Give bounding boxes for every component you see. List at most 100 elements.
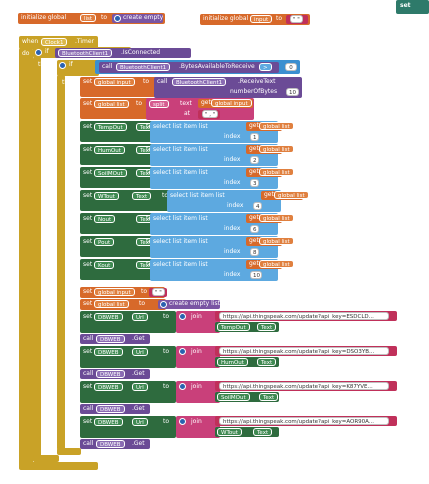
bytes-number[interactable]: 10: [286, 88, 299, 96]
if-block-outer[interactable]: if BluetoothClient1 .IsConnected: [33, 47, 191, 58]
property-dropdown[interactable]: Url: [132, 313, 148, 321]
set-component-text-block[interactable]: setHumOutTextto: [80, 144, 156, 165]
get-var-dropdown[interactable]: global list: [259, 237, 294, 245]
component-dropdown[interactable]: DBWEB: [96, 440, 125, 448]
gear-icon[interactable]: [179, 383, 186, 390]
set-component-text-block[interactable]: setTempOutTextto: [80, 121, 156, 142]
get-list-block[interactable]: get global list: [246, 168, 294, 177]
index-number[interactable]: 4: [253, 202, 262, 210]
reset-input-block[interactable]: set global input to " ": [80, 287, 167, 298]
gear-icon[interactable]: [179, 313, 186, 320]
url-text-literal[interactable]: https://api.thingspeak.com/update?api_ke…: [215, 381, 397, 391]
create-empty-list-block[interactable]: create empty list: [158, 300, 220, 309]
gear-icon[interactable]: [179, 418, 186, 425]
clock-timer-event[interactable]: when Clock1 .Timer: [19, 36, 98, 49]
component-dropdown[interactable]: DBWEB: [96, 370, 125, 378]
operator-dropdown[interactable]: >: [259, 63, 272, 71]
component-dropdown[interactable]: WTout: [217, 428, 242, 436]
get-component-text-block[interactable]: HumOut Text: [215, 357, 279, 367]
get-var-dropdown[interactable]: global list: [274, 191, 309, 199]
var-dropdown[interactable]: global input: [94, 288, 135, 296]
get-component-text-block[interactable]: SoilMOut Text: [215, 392, 279, 402]
init-input-block[interactable]: initialize global input to " ": [200, 14, 310, 25]
text-literal-block[interactable]: " ": [286, 15, 308, 24]
select-list-item-block[interactable]: select list item list get global list index…: [150, 236, 294, 258]
property-dropdown[interactable]: Text: [132, 192, 152, 200]
property-dropdown[interactable]: Text: [257, 358, 277, 366]
url-text-value[interactable]: https://api.thingspeak.com/update?api_ke…: [219, 347, 389, 355]
url-text-literal[interactable]: https://api.thingspeak.com/update?api_ke…: [215, 416, 397, 426]
join-block[interactable]: join: [176, 311, 220, 333]
component-dropdown[interactable]: HumOut: [217, 358, 248, 366]
select-list-item-block[interactable]: select list item list get global list index…: [150, 144, 294, 166]
bt-client-dropdown[interactable]: BluetoothClient1: [116, 63, 171, 71]
bt-client-dropdown[interactable]: BluetoothClient1: [58, 49, 113, 57]
set-component-text-block[interactable]: setKoutTextto: [80, 259, 156, 280]
get-var-dropdown[interactable]: global list: [259, 214, 294, 222]
component-dropdown[interactable]: DBWEB: [94, 383, 123, 391]
property-dropdown[interactable]: Text: [257, 323, 277, 331]
zero-number[interactable]: 0: [285, 63, 297, 71]
var-dropdown[interactable]: global input: [94, 78, 135, 86]
index-number[interactable]: 10: [250, 271, 262, 279]
component-dropdown[interactable]: DBWEB: [96, 335, 125, 343]
component-dropdown[interactable]: HumOut: [94, 146, 125, 154]
index-number[interactable]: 1: [250, 133, 259, 141]
select-list-item-block[interactable]: select list item list get global list index…: [150, 167, 294, 189]
set-url-block[interactable]: set DBWEB Url to: [80, 346, 176, 368]
get-var-dropdown[interactable]: global list: [259, 260, 294, 268]
url-text-literal[interactable]: https://api.thingspeak.com/update?api_ke…: [215, 311, 397, 321]
var-name-field[interactable]: list: [80, 14, 97, 22]
get-var-dropdown[interactable]: global list: [259, 122, 294, 130]
get-component-text-block[interactable]: TempOut Text: [215, 322, 279, 332]
set-url-block[interactable]: set DBWEB Url to: [80, 416, 176, 438]
get-list-block[interactable]: get global list: [246, 122, 294, 131]
join-block[interactable]: join: [176, 346, 220, 368]
bt-client-dropdown[interactable]: BluetoothClient1: [172, 78, 227, 86]
property-dropdown[interactable]: Text: [253, 428, 273, 436]
web-get-call-block[interactable]: call DBWEB .Get: [80, 334, 150, 344]
bytes-available-block[interactable]: call BluetoothClient1 .BytesAvailableToR…: [99, 62, 279, 73]
set-component-text-block[interactable]: set WTout Text to: [80, 190, 172, 211]
get-input-block[interactable]: get global input: [198, 99, 253, 108]
set-global-input-block[interactable]: set global input to: [80, 77, 174, 97]
property-dropdown[interactable]: Url: [132, 418, 148, 426]
component-dropdown[interactable]: Nout: [94, 215, 116, 223]
get-list-block[interactable]: get global list: [246, 237, 294, 246]
component-dropdown[interactable]: SoilMOut: [217, 393, 250, 401]
get-var-dropdown[interactable]: global input: [211, 99, 252, 107]
text-literal-value[interactable]: " ": [290, 15, 303, 23]
set-component-text-block[interactable]: setSoilMOutTextto: [80, 167, 156, 188]
gear-icon[interactable]: [59, 62, 66, 69]
select-list-item-block[interactable]: select list item list get global list index…: [150, 259, 294, 281]
create-empty-list-block[interactable]: create empty list: [112, 14, 174, 23]
select-list-item-block[interactable]: select list item list get global list index…: [167, 190, 309, 212]
gear-icon[interactable]: [179, 348, 186, 355]
component-dropdown[interactable]: TempOut: [94, 123, 127, 131]
get-list-block[interactable]: get global list: [246, 145, 294, 154]
property-dropdown[interactable]: Url: [132, 383, 148, 391]
select-list-item-block[interactable]: select list item list get global list index…: [150, 213, 294, 235]
get-component-text-block[interactable]: WTout Text: [215, 427, 279, 437]
component-dropdown[interactable]: DBWEB: [96, 405, 125, 413]
component-dropdown[interactable]: Clock1: [41, 38, 68, 46]
url-text-literal[interactable]: https://api.thingspeak.com/update?api_ke…: [215, 346, 397, 356]
property-dropdown[interactable]: Url: [132, 348, 148, 356]
if-block-inner[interactable]: if: [57, 60, 99, 76]
property-dropdown[interactable]: Text: [259, 393, 279, 401]
index-number[interactable]: 6: [250, 225, 259, 233]
index-number[interactable]: 8: [250, 248, 259, 256]
join-block[interactable]: join: [176, 381, 220, 403]
var-name-field[interactable]: input: [250, 15, 273, 23]
component-dropdown[interactable]: DBWEB: [94, 348, 123, 356]
component-dropdown[interactable]: SoilMOut: [94, 169, 127, 177]
empty-text-literal[interactable]: " ": [149, 288, 167, 297]
component-dropdown[interactable]: Kout: [94, 261, 115, 269]
var-dropdown[interactable]: global list: [94, 300, 129, 308]
set-global-list-block[interactable]: set global list to: [80, 98, 150, 119]
init-list-block[interactable]: initialize global list to create empty l…: [18, 13, 174, 24]
component-dropdown[interactable]: DBWEB: [94, 418, 123, 426]
component-dropdown[interactable]: WTout: [94, 192, 119, 200]
split-dropdown[interactable]: split: [149, 100, 169, 108]
url-text-value[interactable]: https://api.thingspeak.com/update?api_ke…: [219, 382, 389, 390]
